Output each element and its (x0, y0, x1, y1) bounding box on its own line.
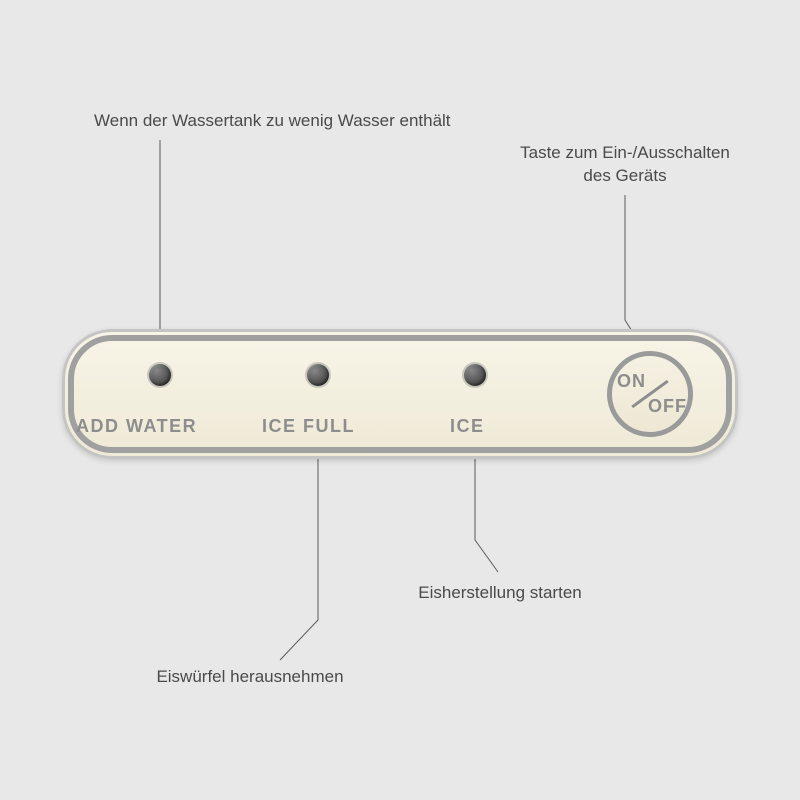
indicator-add_water (149, 364, 171, 386)
indicator-ice (464, 364, 486, 386)
indicator-label-ice: ICE (450, 416, 485, 437)
indicator-ice_full (307, 364, 329, 386)
power-button[interactable]: ON OFF (607, 351, 693, 437)
power-button-label: ON OFF (615, 369, 685, 419)
callout-power: Taste zum Ein-/Ausschalten des Geräts (480, 142, 770, 188)
indicator-label-add_water: ADD WATER (76, 416, 197, 437)
callout-ice: Eisherstellung starten (390, 582, 610, 605)
indicator-label-ice_full: ICE FULL (262, 416, 355, 437)
diagram-canvas: ON OFF ADD WATER ICE FULL ICE Wenn der Was… (0, 0, 800, 800)
power-on-text: ON (617, 371, 646, 392)
callout-add_water: Wenn der Wassertank zu wenig Wasser enth… (94, 110, 474, 133)
control-panel: ON OFF ADD WATER ICE FULL ICE (62, 329, 738, 459)
power-off-text: OFF (648, 396, 687, 417)
callout-ice_full: Eiswürfel herausnehmen (120, 666, 380, 689)
